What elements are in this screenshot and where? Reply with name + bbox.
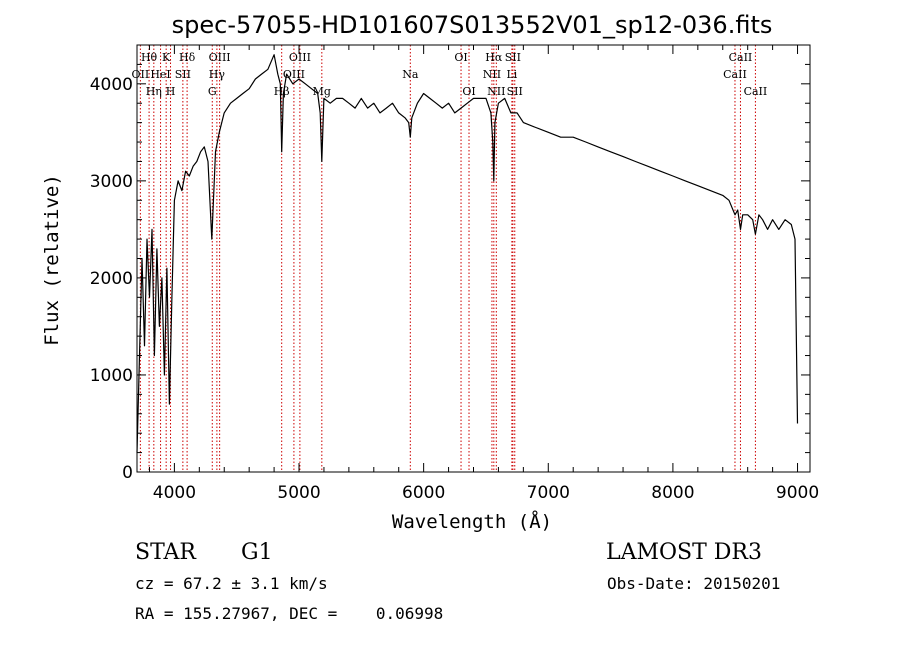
line-label-oi: OI xyxy=(454,51,467,64)
line-label-hη: Hη xyxy=(146,85,162,98)
line-label-hδ: Hδ xyxy=(179,51,196,64)
line-label-hγ: Hγ xyxy=(209,68,226,81)
line-label-na: Na xyxy=(402,68,419,81)
line-label-nii: NII xyxy=(483,68,501,81)
line-label-h: H xyxy=(166,85,176,98)
subclass: G1 xyxy=(241,540,273,565)
line-label-hθ: Hθ xyxy=(141,51,158,64)
x-tick-label: 8000 xyxy=(651,483,694,503)
line-label-caii: CaII xyxy=(723,68,747,81)
x-tick-label: 7000 xyxy=(527,483,570,503)
line-label-sii: SII xyxy=(507,85,523,98)
line-label-oiii: OIII xyxy=(209,51,231,64)
line-label-sii: SII xyxy=(505,51,521,64)
spectral-line-labels: OIIHθHηHeIKHSIIHδGHγOIIIHβOIIIOIIIMgNaOI… xyxy=(132,51,768,98)
y-tick-label: 2000 xyxy=(90,269,133,289)
line-label-oi: OI xyxy=(462,85,475,98)
x-tick-label: 4000 xyxy=(153,483,196,503)
line-label-sii: SII xyxy=(175,68,191,81)
y-tick-label: 4000 xyxy=(90,75,133,95)
line-label-nii: NII xyxy=(487,85,505,98)
line-label-oiii: OIII xyxy=(289,51,311,64)
line-label-li: Li xyxy=(506,68,517,81)
line-label-caii: CaII xyxy=(729,51,753,64)
object-type: STAR xyxy=(135,540,197,565)
line-label-oii: OII xyxy=(132,68,150,81)
chart-title: spec-57055-HD101607S013552V01_sp12-036.f… xyxy=(172,11,773,39)
y-axis-label: Flux (relative) xyxy=(41,174,63,346)
spectrum-line xyxy=(136,54,799,453)
y-tick-label: 0 xyxy=(122,463,133,483)
y-tick-label: 1000 xyxy=(90,366,133,386)
line-label-hβ: Hβ xyxy=(274,85,290,98)
x-tick-label: 9000 xyxy=(776,483,819,503)
x-axis-ticks: 4000 5000 6000 7000 8000 9000 xyxy=(148,45,819,503)
line-label-hei: HeI xyxy=(150,68,170,81)
spectrum-series xyxy=(136,54,799,453)
obs-date-line: Obs-Date: 20150201 xyxy=(607,574,780,593)
line-label-hα: Hα xyxy=(485,51,503,64)
redshift-line: cz = 67.2 ± 3.1 km/s xyxy=(135,574,328,593)
line-label-caii: CaII xyxy=(744,85,768,98)
coords-line: RA = 155.27967, DEC = 0.06998 xyxy=(135,604,443,623)
spectral-line-markers xyxy=(139,45,756,472)
survey-name: LAMOST DR3 xyxy=(606,540,762,565)
x-tick-label: 6000 xyxy=(402,483,445,503)
line-label-k: K xyxy=(162,51,171,64)
line-label-g: G xyxy=(208,85,217,98)
y-axis-ticks: 0 1000 2000 3000 4000 xyxy=(90,44,810,483)
plot-frame xyxy=(136,44,811,473)
line-label-mg: Mg xyxy=(313,85,331,98)
x-tick-label: 5000 xyxy=(277,483,320,503)
x-axis-label: Wavelength (Å) xyxy=(392,510,552,533)
y-tick-label: 3000 xyxy=(90,172,133,192)
